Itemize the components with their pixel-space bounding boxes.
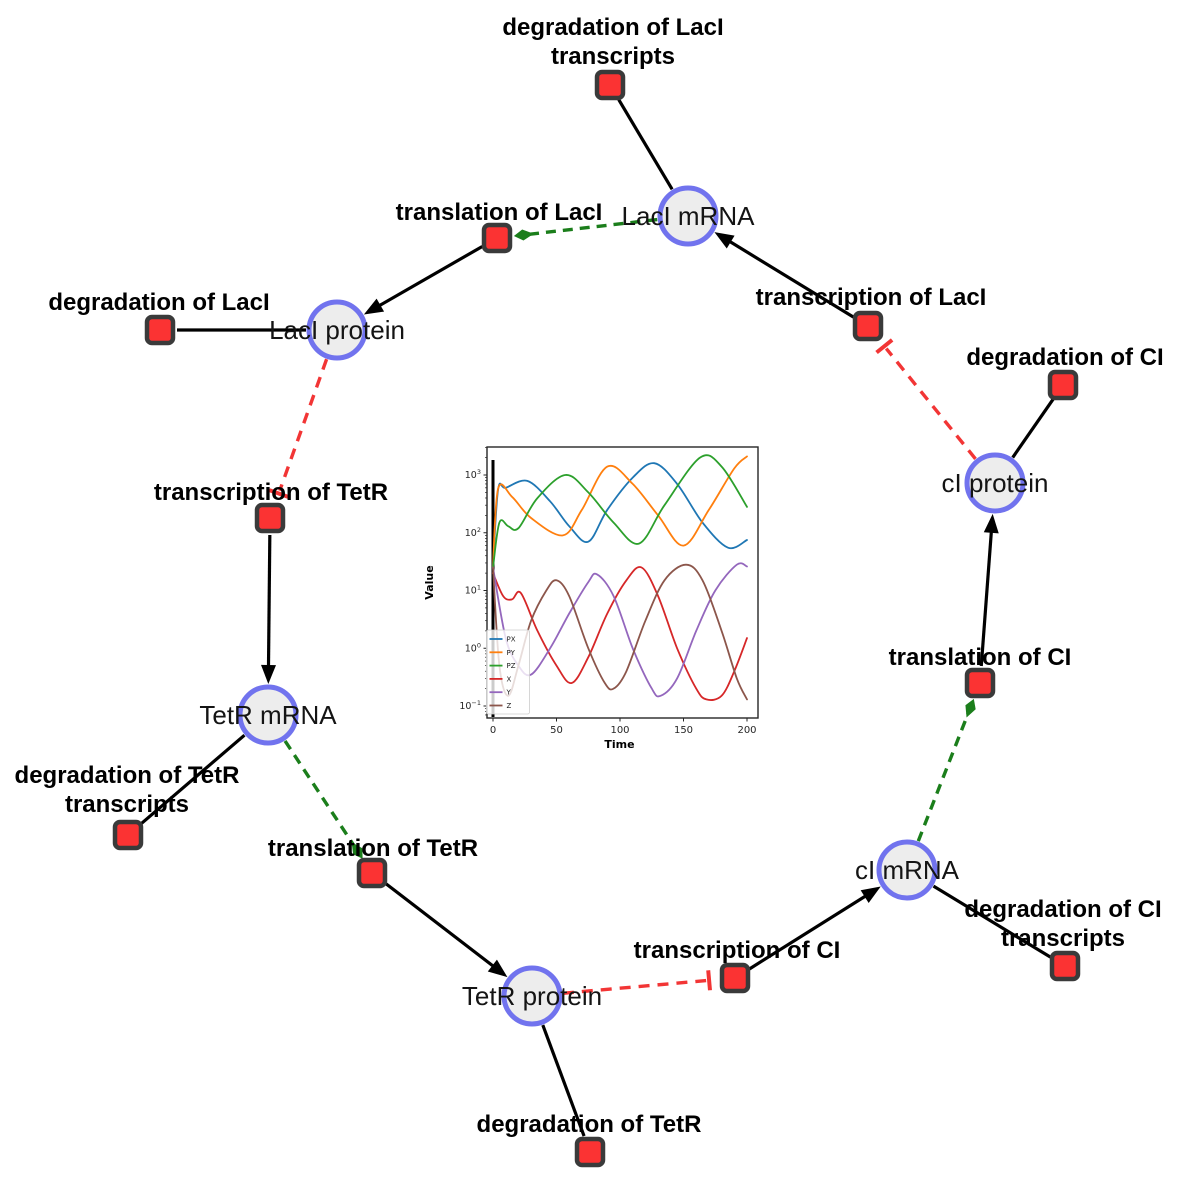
edge-translation-of-laci--laci-protein — [363, 245, 484, 315]
reaction-label-degradation-of-tetr: degradation of TetR — [477, 1111, 702, 1138]
chart-legend-label-Z: Z — [507, 702, 512, 710]
chart-xlabel: Time — [604, 738, 634, 751]
reaction-label-translation-of-ci: translation of CI — [889, 644, 1072, 671]
reaction-label-transcription-of-ci: transcription of CI — [634, 937, 841, 964]
reaction-node-translation-of-ci[interactable] — [964, 667, 996, 699]
species-node-laci-mrna[interactable] — [657, 185, 719, 247]
reaction-label-degradation-of-laci-transcripts: degradation of LacI — [502, 14, 723, 41]
svg-text:150: 150 — [674, 725, 693, 736]
reaction-label-degradation-of-tetr-transcripts-line2: transcripts — [65, 791, 189, 818]
chart-series-Y — [492, 562, 748, 698]
chart-series-X — [492, 566, 748, 701]
svg-text:10−1: 10−1 — [459, 699, 481, 712]
reaction-node-translation-of-laci[interactable] — [481, 222, 513, 254]
species-label-ci-mrna: cI mRNA — [855, 855, 960, 885]
chart-series-PX — [492, 462, 748, 569]
reaction-node-degradation-of-tetr-transcripts[interactable] — [112, 819, 144, 851]
reaction-label-transcription-of-laci: transcription of LacI — [756, 284, 987, 311]
chart-series-PY — [492, 455, 748, 569]
edge-ci-mrna--translation-of-ci — [916, 698, 976, 842]
species-label-tetr-protein: TetR protein — [462, 981, 602, 1011]
svg-text:103: 103 — [465, 468, 481, 481]
chart-ylabel: Value — [423, 565, 436, 599]
chart-legend: PX PY PZ XYZ — [486, 629, 530, 715]
species-node-ci-protein[interactable] — [964, 452, 1026, 514]
reaction-label-degradation-of-ci-transcripts-line2: transcripts — [1001, 925, 1125, 952]
reaction-label-degradation-of-ci: degradation of CI — [966, 344, 1163, 371]
svg-text:101: 101 — [465, 584, 481, 597]
reaction-node-translation-of-tetr[interactable] — [356, 857, 388, 889]
species-node-tetr-mrna[interactable] — [237, 684, 299, 746]
species-label-ci-protein: cI protein — [942, 468, 1049, 498]
chart-legend-label-PZ: PZ — [507, 662, 516, 670]
edge-laci-mrna--degradation-of-laci-transcripts — [617, 98, 674, 191]
svg-text:0: 0 — [490, 725, 496, 736]
chart-series-Z — [492, 563, 748, 701]
chart-legend-label-PX: PX — [507, 636, 516, 644]
edge-transcription-of-tetr--tetr-mrna — [261, 534, 277, 685]
nodes-layer — [112, 69, 1081, 1168]
edge-transcription-of-laci--laci-mrna — [714, 232, 855, 319]
reaction-label-degradation-of-laci-transcripts-line2: transcripts — [551, 43, 675, 70]
labels-layer: LacI mRNA LacI protein TetR mRNA TetR prote… — [15, 14, 1164, 1138]
species-label-laci-protein: LacI protein — [269, 315, 405, 345]
edge-ci-protein--degradation-of-ci — [1011, 398, 1055, 459]
reaction-label-degradation-of-laci: degradation of LacI — [48, 289, 269, 316]
edge-transcription-of-ci--ci-mrna — [748, 886, 881, 971]
edge-laci-mrna--translation-of-laci — [513, 217, 658, 241]
reaction-label-translation-of-laci: translation of LacI — [396, 199, 603, 226]
reaction-node-degradation-of-tetr[interactable] — [574, 1136, 606, 1168]
chart-legend-label-PY: PY — [507, 649, 516, 657]
edge-tetr-mrna--degradation-of-tetr-transcripts — [139, 733, 246, 826]
edge-translation-of-tetr--tetr-protein — [384, 882, 508, 978]
edge-ci-mrna--degradation-of-ci-transcripts — [932, 884, 1052, 959]
chart-series-PZ — [492, 454, 748, 569]
species-node-tetr-protein[interactable] — [501, 965, 563, 1027]
edges-layer — [139, 98, 1055, 1137]
chart-axes: 0 50 100 150 200 10−1 100 101 102 103 — [459, 447, 757, 736]
svg-text:200: 200 — [737, 725, 756, 736]
svg-text:100: 100 — [610, 725, 629, 736]
species-node-ci-mrna[interactable] — [876, 839, 938, 901]
chart-legend-label-Y: Y — [506, 689, 512, 697]
chart-legend-label-X: X — [507, 675, 512, 683]
species-label-laci-mrna: LacI mRNA — [622, 201, 756, 231]
species-label-tetr-mrna: TetR mRNA — [199, 700, 337, 730]
reaction-label-degradation-of-ci-transcripts: degradation of CI — [964, 896, 1161, 923]
chart-frame — [486, 446, 759, 719]
svg-text:102: 102 — [465, 526, 481, 539]
edge-tetr-mrna--translation-of-tetr — [283, 739, 363, 859]
edge-tetr-protein--transcription-of-ci — [562, 970, 712, 995]
edge-laci-protein--transcription-of-tetr — [268, 358, 329, 499]
reaction-label-transcription-of-tetr: transcription of TetR — [154, 479, 388, 506]
chart-curves — [492, 454, 748, 701]
reaction-node-degradation-of-laci-transcripts[interactable] — [594, 69, 626, 101]
species-node-laci-protein[interactable] — [306, 299, 368, 361]
reaction-label-translation-of-tetr: translation of TetR — [268, 835, 478, 862]
edge-tetr-protein--degradation-of-tetr — [541, 1024, 586, 1137]
svg-text:50: 50 — [550, 725, 563, 736]
reaction-node-transcription-of-ci[interactable] — [719, 962, 751, 994]
reaction-node-transcription-of-tetr[interactable] — [254, 502, 286, 534]
reaction-node-degradation-of-ci-transcripts[interactable] — [1049, 950, 1081, 982]
svg-text:100: 100 — [465, 641, 481, 654]
edge-ci-protein--transcription-of-laci — [875, 338, 977, 460]
reaction-label-degradation-of-tetr-transcripts: degradation of TetR — [15, 762, 240, 789]
reaction-node-degradation-of-laci[interactable] — [144, 314, 176, 346]
edge-translation-of-ci--ci-protein — [979, 513, 999, 667]
inset-chart: 0 50 100 150 20010−1100101102103TimeValuePXP… — [423, 446, 759, 751]
reaction-node-transcription-of-laci[interactable] — [852, 310, 884, 342]
reaction-node-degradation-of-ci[interactable] — [1047, 369, 1079, 401]
